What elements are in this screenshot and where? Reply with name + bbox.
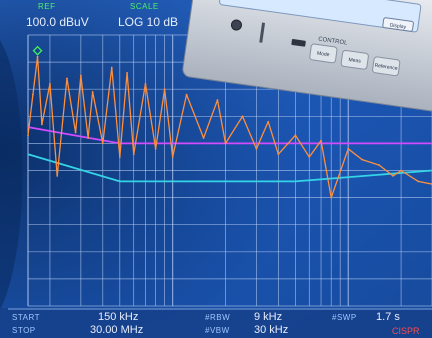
scale-readout: LOG 10 dB [118,15,179,29]
stop-value: 30.00 MHz [90,324,144,336]
vbw-label: #VBW [205,326,230,335]
rbw-value: 9 kHz [254,311,283,323]
spectrum-trace-point [79,74,82,77]
spectrum-trace-point [144,82,147,85]
spectrum-trace-point [171,156,174,158]
spectrum-trace-point [361,158,364,161]
spectrum-trace-point [163,88,166,91]
spectrum-trace-point [118,156,121,158]
meas-button[interactable] [340,49,369,70]
spectrum-trace-point [91,91,94,93]
spectrum-trace-point [417,180,419,183]
vbw-value: 30 kHz [254,324,289,336]
spectrum-trace-point [320,139,322,142]
usb-icon[interactable] [291,39,306,47]
spectrum-trace-point [267,120,270,123]
stop-label: STOP [12,326,36,335]
meas-button-label: Meas [348,57,361,65]
instrument-slot [259,22,266,43]
spectrum-trace-point [202,137,205,139]
reference-button-label: Reference [374,63,398,72]
spectrum-trace-point [32,93,34,96]
rbw-label: #RBW [205,313,231,322]
spectrum-trace-point [27,134,29,137]
spectrum-trace-point [132,153,135,156]
spectrum-trace-point [294,134,297,137]
display-softkey-label: Display [389,22,407,30]
top-label-ref: REF [38,2,56,11]
mode-button-label: Mode [317,51,330,59]
spectrum-trace-point [277,153,280,156]
footer-bar [0,308,432,338]
spectrum-trace-point [255,147,258,150]
swp-value: 1.7 s [376,311,400,323]
spectrum-trace-point [347,147,350,150]
status-badge: CISPR [392,326,420,336]
spectrum-trace-point [400,169,402,172]
start-label: START [12,313,40,322]
spectrum-trace-point [41,123,43,126]
limit-line-magenta [27,126,432,145]
spectrum-trace-point [154,147,157,150]
spectrum-trace-point [392,175,394,177]
spectrum-trace-point [101,142,104,145]
spectrum-trace-point [56,175,59,177]
spectrum-trace-point [126,72,128,74]
display-softkey[interactable] [382,17,414,32]
spectrum-trace-point [110,66,113,69]
spectrum-trace-point [241,115,244,118]
swp-label: #SWP [332,313,357,322]
peak-marker-diamond [32,45,43,56]
mode-button[interactable] [309,43,338,64]
limit-line-cyan [27,153,432,183]
limit-lines [27,126,432,183]
spectrum-trace-point [330,196,333,199]
power-icon[interactable] [230,19,242,31]
spectrum-trace-point [36,55,39,58]
spectrum-trace-point [308,156,311,158]
spectrum-trace-point [216,99,219,101]
spectrum-trace [27,55,432,199]
spectrum-trace-point [49,82,51,85]
trace-markers [32,45,43,56]
ref-level-readout: 100.0 dBuV [26,15,89,29]
spectrum-trace-point [74,131,77,134]
instrument-display [219,0,422,33]
spectrum-trace-point [185,93,188,96]
spectrum-trace-point [378,164,381,166]
start-value: 150 kHz [98,311,139,323]
spectrum-trace-point [224,142,227,145]
spectrum-trace-point [87,137,90,139]
control-label: CONTROL [318,37,349,47]
top-label-scale: SCALE [130,2,159,11]
spectrum-trace-point [66,77,68,80]
left-curve-shadow [0,40,23,310]
analyzer-instrument: Display CONTROL Mode Meas Reference [182,0,432,112]
reference-button[interactable] [372,56,401,77]
